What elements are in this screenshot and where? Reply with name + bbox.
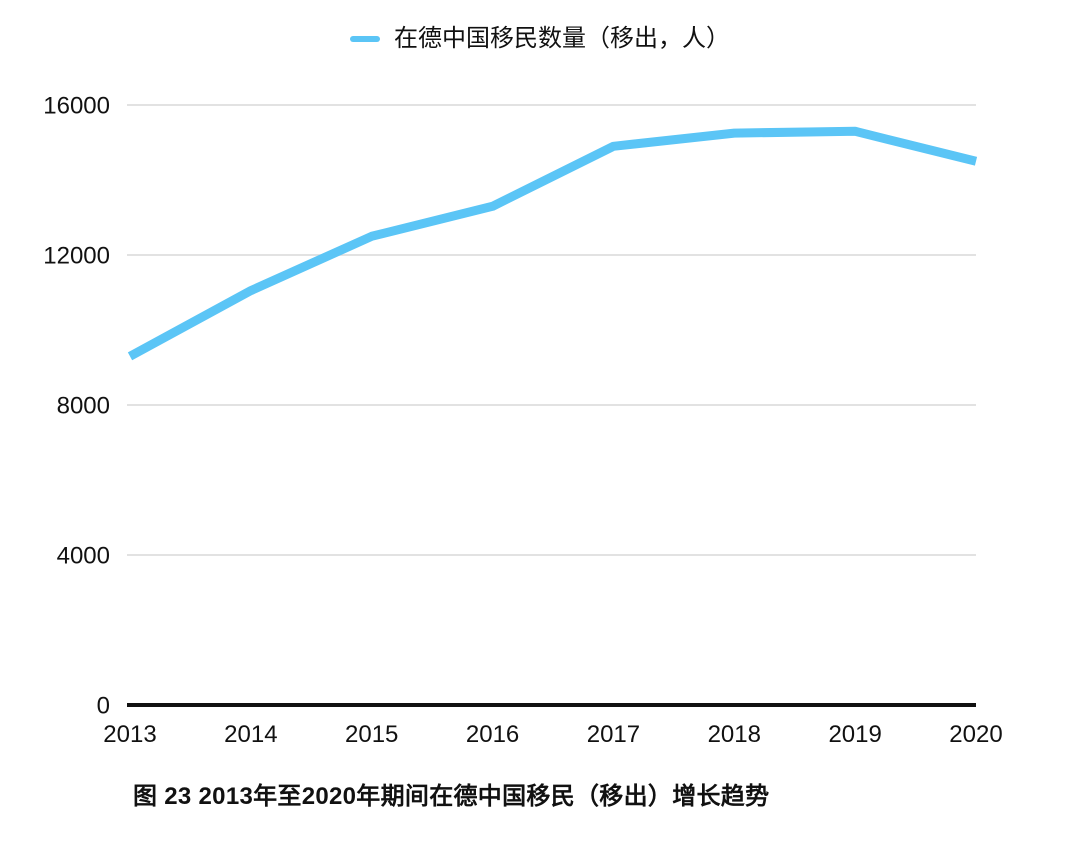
- legend-line-swatch: [350, 36, 380, 42]
- y-tick-label: 16000: [43, 93, 110, 120]
- y-tick-label: 12000: [43, 243, 110, 270]
- x-tick-label: 2015: [345, 721, 398, 748]
- y-tick-label: 0: [97, 693, 110, 720]
- x-tick-label: 2020: [949, 721, 1002, 748]
- x-tick-label: 2017: [587, 721, 640, 748]
- x-tick-label: 2019: [828, 721, 881, 748]
- chart-legend: 在德中国移民数量（移出，人）: [0, 26, 1080, 52]
- y-tick-label: 8000: [57, 393, 110, 420]
- x-tick-label: 2016: [466, 721, 519, 748]
- legend-label: 在德中国移民数量（移出，人）: [394, 25, 730, 52]
- chart-caption: 图 23 2013年至2020年期间在德中国移民（移出）增长趋势: [133, 783, 770, 810]
- x-tick-label: 2014: [224, 721, 277, 748]
- y-tick-label: 4000: [57, 543, 110, 570]
- data-line-series: [127, 126, 978, 361]
- x-tick-label: 2013: [103, 721, 156, 748]
- x-tick-label: 2018: [708, 721, 761, 748]
